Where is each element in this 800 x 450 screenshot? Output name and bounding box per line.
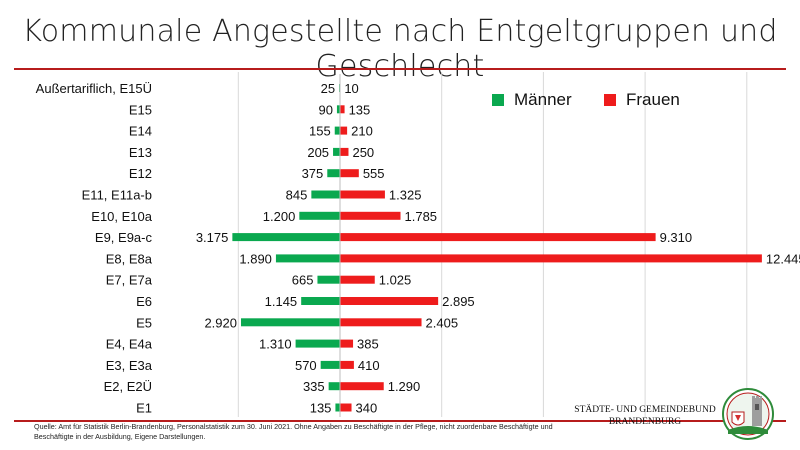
value-label-maenner: 1.200 <box>263 209 296 224</box>
category-label: E4, E4a <box>106 337 153 352</box>
value-label-frauen: 410 <box>358 358 380 373</box>
bar-frauen <box>340 126 348 135</box>
value-label-maenner: 1.310 <box>259 337 292 352</box>
category-label: E9, E9a-c <box>95 230 153 245</box>
legend-swatch-frauen <box>604 94 616 106</box>
value-label-maenner: 665 <box>292 273 314 288</box>
value-label-maenner: 25 <box>321 81 335 96</box>
bar-frauen <box>340 382 384 391</box>
value-label-maenner: 3.175 <box>196 230 229 245</box>
bar-frauen <box>340 233 656 242</box>
bar-frauen <box>340 211 401 220</box>
organization-line-1: STÄDTE- UND GEMEINDEBUND <box>574 405 716 415</box>
bar-frauen <box>340 339 354 348</box>
value-label-maenner: 1.145 <box>265 294 298 309</box>
bar-frauen <box>340 360 354 369</box>
bar-maenner <box>301 297 340 305</box>
bar-frauen <box>340 297 439 305</box>
bar-maenner <box>328 382 340 391</box>
category-label: Außertariflich, E15Ü <box>36 81 152 96</box>
bar-maenner <box>241 318 340 327</box>
category-label: E10, E10a <box>91 209 152 224</box>
bar-frauen <box>340 318 422 327</box>
value-label-frauen: 1.290 <box>388 379 421 394</box>
bar-frauen <box>340 403 352 412</box>
value-label-frauen: 2.405 <box>426 315 459 330</box>
bar-maenner <box>299 211 340 220</box>
bar-maenner <box>295 339 340 348</box>
value-label-frauen: 9.310 <box>660 230 693 245</box>
value-label-frauen: 555 <box>363 166 385 181</box>
value-label-frauen: 135 <box>349 102 371 117</box>
bar-frauen <box>340 254 762 263</box>
value-label-maenner: 335 <box>303 379 325 394</box>
category-label: E5 <box>136 315 152 330</box>
bar-maenner <box>333 147 340 156</box>
value-label-maenner: 1.890 <box>239 251 272 266</box>
title-divider <box>14 68 786 70</box>
category-label: E6 <box>136 294 152 309</box>
category-label: E8, E8a <box>106 251 153 266</box>
bar-maenner <box>336 105 340 114</box>
legend-swatch-maenner <box>492 94 504 106</box>
bar-frauen <box>340 105 345 114</box>
organization-line-2: BRANDENBURG <box>608 417 682 427</box>
source-note: Quelle: Amt für Statistik Berlin-Branden… <box>34 422 553 441</box>
legend-item-frauen: Frauen <box>604 90 680 110</box>
value-label-maenner: 90 <box>318 102 332 117</box>
bar-maenner <box>335 403 340 412</box>
category-label: E3, E3a <box>106 358 153 373</box>
value-label-maenner: 205 <box>307 145 329 160</box>
bar-maenner <box>327 169 340 178</box>
category-label: E13 <box>129 145 152 160</box>
value-label-frauen: 210 <box>351 124 373 139</box>
value-label-frauen: 340 <box>356 401 378 416</box>
bar-maenner <box>317 275 340 284</box>
value-label-frauen: 10 <box>344 81 358 96</box>
value-label-frauen: 2.895 <box>442 294 475 309</box>
chart-title: Kommunale Angestellte nach Entgeltgruppe… <box>22 14 778 84</box>
value-label-frauen: 1.025 <box>379 273 412 288</box>
legend-label-maenner: Männer <box>514 90 572 109</box>
category-label: E7, E7a <box>106 273 153 288</box>
organization-name: STÄDTE- UND GEMEINDEBUND BRANDENBURG <box>560 404 730 428</box>
value-label-frauen: 250 <box>352 145 374 160</box>
bar-maenner <box>320 360 340 369</box>
diverging-bar-chart: Außertariflich, E15Ü 25 10 E15 90 135 E14 155 21… <box>36 72 800 417</box>
category-label: E14 <box>129 124 152 139</box>
bar-frauen <box>340 169 359 178</box>
value-label-frauen: 1.325 <box>389 188 422 203</box>
bar-maenner <box>311 190 340 199</box>
value-label-frauen: 385 <box>357 337 379 352</box>
bar-frauen <box>340 190 385 199</box>
value-label-frauen: 1.785 <box>405 209 438 224</box>
value-label-frauen: 12.445 <box>766 251 800 266</box>
bar-frauen <box>340 275 375 284</box>
category-label: E11, E11a-b <box>82 188 152 203</box>
footer-divider <box>14 420 786 422</box>
legend-label-frauen: Frauen <box>626 90 680 109</box>
value-label-maenner: 570 <box>295 358 317 373</box>
bar-maenner <box>275 254 340 263</box>
value-label-maenner: 135 <box>310 401 332 416</box>
category-label: E2, E2Ü <box>104 379 152 394</box>
bar-maenner <box>334 126 340 135</box>
value-label-maenner: 845 <box>286 188 308 203</box>
category-label: E15 <box>129 102 152 117</box>
value-label-maenner: 155 <box>309 124 331 139</box>
value-label-maenner: 2.920 <box>204 315 237 330</box>
legend-item-maenner: Männer <box>492 90 572 110</box>
coat-of-arms-icon <box>722 388 774 440</box>
bar-frauen <box>340 147 349 156</box>
value-label-maenner: 375 <box>302 166 324 181</box>
category-label: E12 <box>129 166 152 181</box>
bar-maenner <box>232 233 340 242</box>
category-label: E1 <box>136 401 152 416</box>
